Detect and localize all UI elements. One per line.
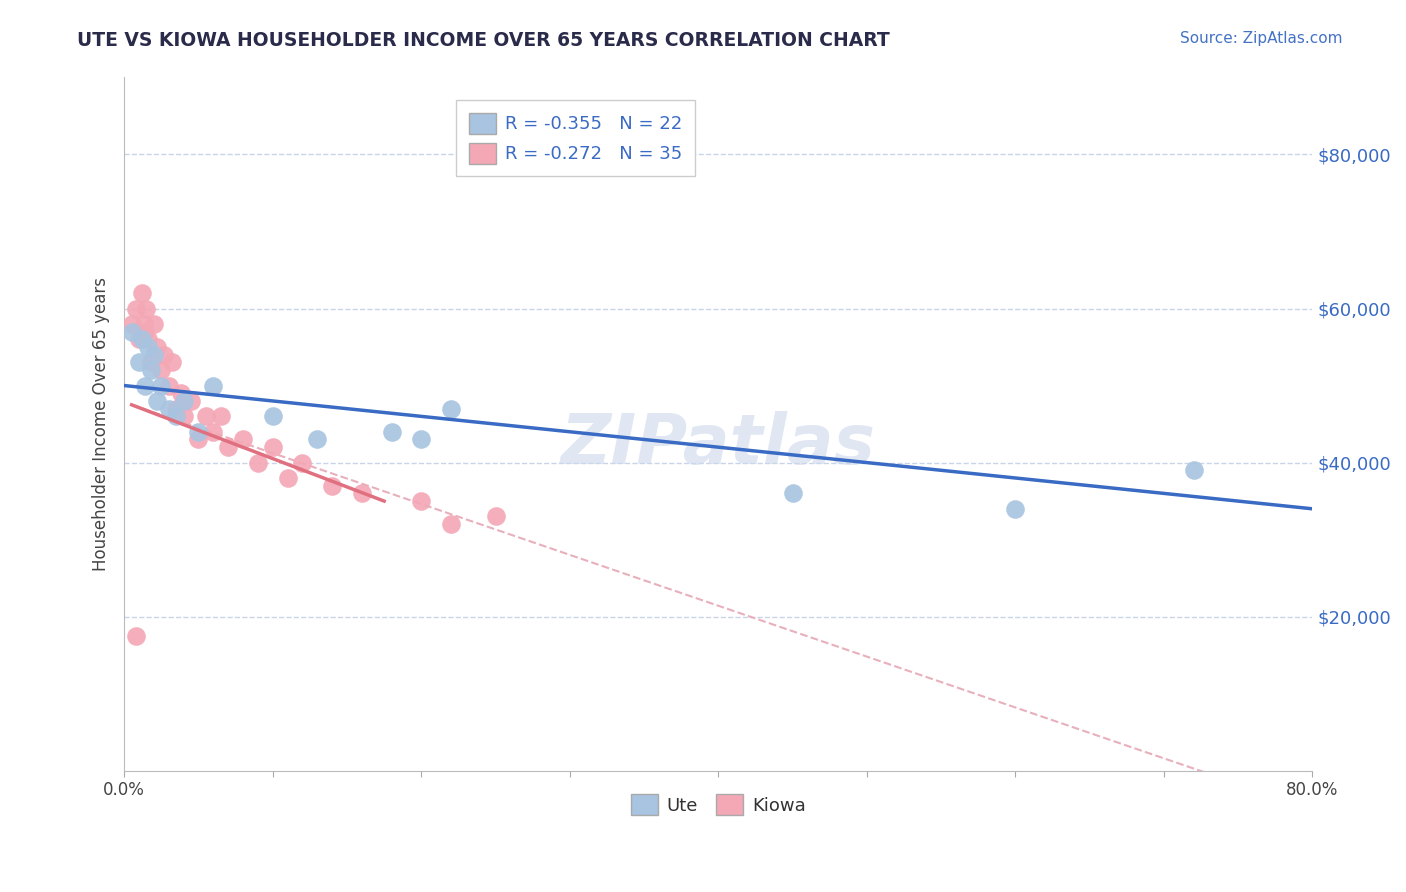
Point xyxy=(157,401,180,416)
Point xyxy=(128,332,150,346)
Point xyxy=(180,394,202,409)
Point xyxy=(484,509,506,524)
Point xyxy=(411,494,433,508)
Point xyxy=(136,340,159,354)
Point xyxy=(142,348,165,362)
Point xyxy=(132,317,155,331)
Point xyxy=(165,401,187,416)
Point xyxy=(131,332,153,346)
Point xyxy=(125,301,148,316)
Point xyxy=(350,486,373,500)
Point xyxy=(232,433,254,447)
Legend: Ute, Kiowa: Ute, Kiowa xyxy=(621,785,815,824)
Point xyxy=(150,363,173,377)
Point xyxy=(187,425,209,439)
Point xyxy=(160,355,183,369)
Point xyxy=(291,456,314,470)
Point xyxy=(153,348,176,362)
Point xyxy=(173,409,195,424)
Point xyxy=(411,433,433,447)
Point xyxy=(262,409,284,424)
Point xyxy=(157,378,180,392)
Point xyxy=(135,301,157,316)
Text: ZIPatlas: ZIPatlas xyxy=(561,411,876,478)
Point xyxy=(134,378,156,392)
Point xyxy=(165,409,187,424)
Point xyxy=(1182,463,1205,477)
Text: Source: ZipAtlas.com: Source: ZipAtlas.com xyxy=(1180,31,1343,46)
Point xyxy=(440,517,463,532)
Point xyxy=(262,440,284,454)
Point xyxy=(380,425,402,439)
Point xyxy=(194,409,217,424)
Point xyxy=(782,486,804,500)
Y-axis label: Householder Income Over 65 years: Householder Income Over 65 years xyxy=(93,277,110,571)
Point xyxy=(202,425,225,439)
Point xyxy=(173,394,195,409)
Point xyxy=(146,394,169,409)
Point xyxy=(121,325,143,339)
Point xyxy=(187,433,209,447)
Point xyxy=(246,456,269,470)
Point xyxy=(217,440,239,454)
Point xyxy=(139,363,162,377)
Point xyxy=(150,378,173,392)
Point xyxy=(125,629,148,643)
Point xyxy=(131,286,153,301)
Point xyxy=(169,386,191,401)
Point xyxy=(142,317,165,331)
Point xyxy=(128,355,150,369)
Point xyxy=(277,471,299,485)
Point xyxy=(209,409,232,424)
Point xyxy=(321,478,343,492)
Point xyxy=(139,355,162,369)
Point xyxy=(121,317,143,331)
Point xyxy=(307,433,329,447)
Point xyxy=(136,332,159,346)
Point xyxy=(146,340,169,354)
Point xyxy=(202,378,225,392)
Point xyxy=(134,325,156,339)
Point xyxy=(440,401,463,416)
Point xyxy=(1004,501,1026,516)
Text: UTE VS KIOWA HOUSEHOLDER INCOME OVER 65 YEARS CORRELATION CHART: UTE VS KIOWA HOUSEHOLDER INCOME OVER 65 … xyxy=(77,31,890,50)
